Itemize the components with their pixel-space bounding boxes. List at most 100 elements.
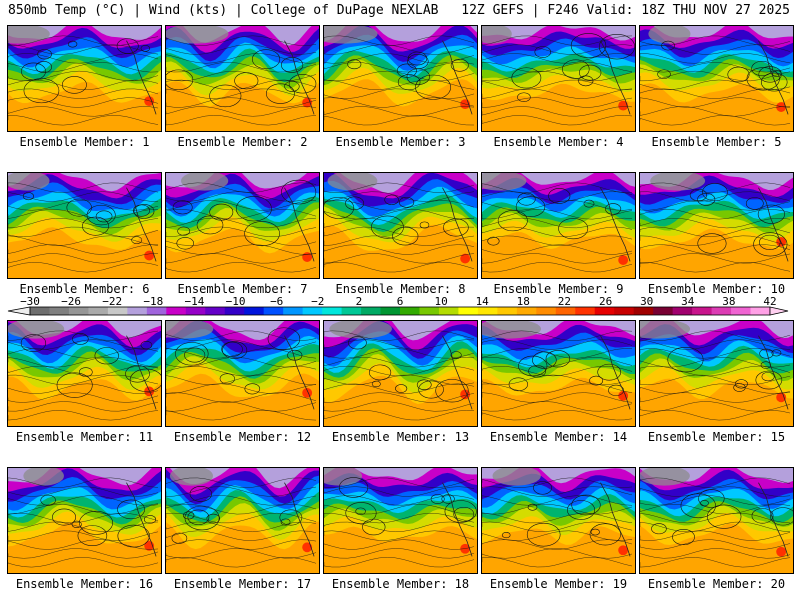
colorbar-tick-label: 30 xyxy=(640,296,653,308)
member-label-7: Ensemble Member: 7 xyxy=(177,282,308,296)
member-label-1: Ensemble Member: 1 xyxy=(19,135,150,149)
member-label-6: Ensemble Member: 6 xyxy=(19,282,150,296)
colorbar-swatch-20 xyxy=(419,307,440,315)
member-label-12: Ensemble Member: 12 xyxy=(173,430,312,444)
member-label-18: Ensemble Member: 18 xyxy=(331,577,470,591)
temperature-map-20 xyxy=(639,467,794,574)
ensemble-panel-16: Ensemble Member: 16 xyxy=(7,467,162,591)
member-label-8: Ensemble Member: 8 xyxy=(335,282,466,296)
colorbar-tick-label: 26 xyxy=(599,296,612,308)
colorbar-swatch-24 xyxy=(497,307,518,315)
ensemble-panel-20: Ensemble Member: 20 xyxy=(639,467,794,591)
colorbar-tick-label: 42 xyxy=(763,296,776,308)
temperature-map-15 xyxy=(639,320,794,427)
colorbar-swatch-4 xyxy=(107,307,128,315)
colorbar-swatch-21 xyxy=(438,307,459,315)
colorbar-swatch-30 xyxy=(614,307,635,315)
temperature-map-3 xyxy=(323,25,478,132)
colorbar-swatch-19 xyxy=(400,307,420,315)
ensemble-panel-15: Ensemble Member: 15 xyxy=(639,320,794,444)
ensemble-panel-14: Ensemble Member: 14 xyxy=(481,320,636,444)
ensemble-panel-5: Ensemble Member: 5 xyxy=(639,25,794,149)
colorbar-tick-label: 22 xyxy=(558,296,571,308)
colorbar-swatch-11 xyxy=(244,307,265,315)
colorbar-tick-label: −30 xyxy=(20,296,40,308)
member-label-2: Ensemble Member: 2 xyxy=(177,135,308,149)
colorbar-swatch-7 xyxy=(166,307,187,315)
member-label-9: Ensemble Member: 9 xyxy=(493,282,624,296)
temperature-map-6 xyxy=(7,172,162,279)
ensemble-panel-3: Ensemble Member: 3 xyxy=(323,25,478,149)
member-label-5: Ensemble Member: 5 xyxy=(651,135,782,149)
colorbar-swatch-12 xyxy=(263,307,284,315)
temperature-map-19 xyxy=(481,467,636,574)
temperature-map-1 xyxy=(7,25,162,132)
colorbar-swatch-18 xyxy=(380,307,401,315)
colorbar-swatch-25 xyxy=(516,307,537,315)
member-label-14: Ensemble Member: 14 xyxy=(489,430,628,444)
colorbar-tick-label: 2 xyxy=(356,296,363,308)
temperature-colorbar: −30 −26 −22 −18 −14 −10 −6 −2 2 6 10 14 18 22 26 30 34 38… xyxy=(7,296,789,316)
colorbar-swatch-34 xyxy=(692,307,713,315)
colorbar-swatch-35 xyxy=(711,307,732,315)
colorbar-swatch-31 xyxy=(633,307,654,315)
member-label-4: Ensemble Member: 4 xyxy=(493,135,624,149)
colorbar-swatch-2 xyxy=(68,307,89,315)
member-label-15: Ensemble Member: 15 xyxy=(647,430,786,444)
temperature-map-17 xyxy=(165,467,320,574)
colorbar-tick-label: 10 xyxy=(434,296,447,308)
colorbar-tick-label: −10 xyxy=(226,296,246,308)
colorbar-tick-label: −26 xyxy=(61,296,81,308)
ensemble-panel-13: Ensemble Member: 13 xyxy=(323,320,478,444)
member-label-16: Ensemble Member: 16 xyxy=(15,577,154,591)
colorbar-swatch-22 xyxy=(458,307,479,315)
temperature-map-11 xyxy=(7,320,162,427)
colorbar-swatch-6 xyxy=(146,307,167,315)
colorbar-swatch-9 xyxy=(205,307,226,315)
member-label-17: Ensemble Member: 17 xyxy=(173,577,312,591)
temperature-map-9 xyxy=(481,172,636,279)
colorbar-swatch-10 xyxy=(224,307,245,315)
colorbar-swatch-5 xyxy=(127,307,148,315)
ensemble-panel-12: Ensemble Member: 12 xyxy=(165,320,320,444)
colorbar-tick-label: −6 xyxy=(270,296,283,308)
ensemble-panel-8: Ensemble Member: 8 xyxy=(323,172,478,296)
colorbar-tick-label: 34 xyxy=(681,296,695,308)
map-title: 850mb Temp (°C) | Wind (kts) | College o… xyxy=(8,3,439,18)
member-label-3: Ensemble Member: 3 xyxy=(335,135,466,149)
temperature-map-14 xyxy=(481,320,636,427)
ensemble-panel-7: Ensemble Member: 7 xyxy=(165,172,320,296)
colorbar-tick-label: 18 xyxy=(517,296,530,308)
colorbar-tick-label: 38 xyxy=(722,296,735,308)
colorbar-swatch-26 xyxy=(536,307,557,315)
temperature-map-13 xyxy=(323,320,478,427)
temperature-map-18 xyxy=(323,467,478,574)
ensemble-panel-11: Ensemble Member: 11 xyxy=(7,320,162,444)
ensemble-panel-4: Ensemble Member: 4 xyxy=(481,25,636,149)
ensemble-panel-19: Ensemble Member: 19 xyxy=(481,467,636,591)
colorbar-tick-label: −2 xyxy=(311,296,324,308)
colorbar-swatch-13 xyxy=(283,307,304,315)
colorbar-tick-label: −18 xyxy=(143,296,163,308)
colorbar-swatch-33 xyxy=(672,307,693,315)
colorbar-swatch-37 xyxy=(750,307,771,315)
ensemble-panel-1: Ensemble Member: 1 xyxy=(7,25,162,149)
colorbar-swatch-29 xyxy=(594,307,615,315)
member-label-10: Ensemble Member: 10 xyxy=(647,282,786,296)
model-run-valid-time: 12Z GEFS | F246 Valid: 18Z THU NOV 27 20… xyxy=(461,3,790,18)
temperature-map-12 xyxy=(165,320,320,427)
colorbar-swatch-16 xyxy=(341,307,362,315)
colorbar-swatch-8 xyxy=(185,307,206,315)
colorbar-swatch-28 xyxy=(575,307,596,315)
colorbar-swatch-32 xyxy=(653,307,674,315)
temperature-map-4 xyxy=(481,25,636,132)
member-label-13: Ensemble Member: 13 xyxy=(331,430,470,444)
ensemble-panel-17: Ensemble Member: 17 xyxy=(165,467,320,591)
ensemble-panel-10: Ensemble Member: 10 xyxy=(639,172,794,296)
temperature-map-16 xyxy=(7,467,162,574)
temperature-map-10 xyxy=(639,172,794,279)
colorbar-tick-label: 6 xyxy=(397,296,404,308)
member-label-19: Ensemble Member: 19 xyxy=(489,577,628,591)
colorbar-tick-label: 14 xyxy=(476,296,490,308)
ensemble-panel-2: Ensemble Member: 2 xyxy=(165,25,320,149)
